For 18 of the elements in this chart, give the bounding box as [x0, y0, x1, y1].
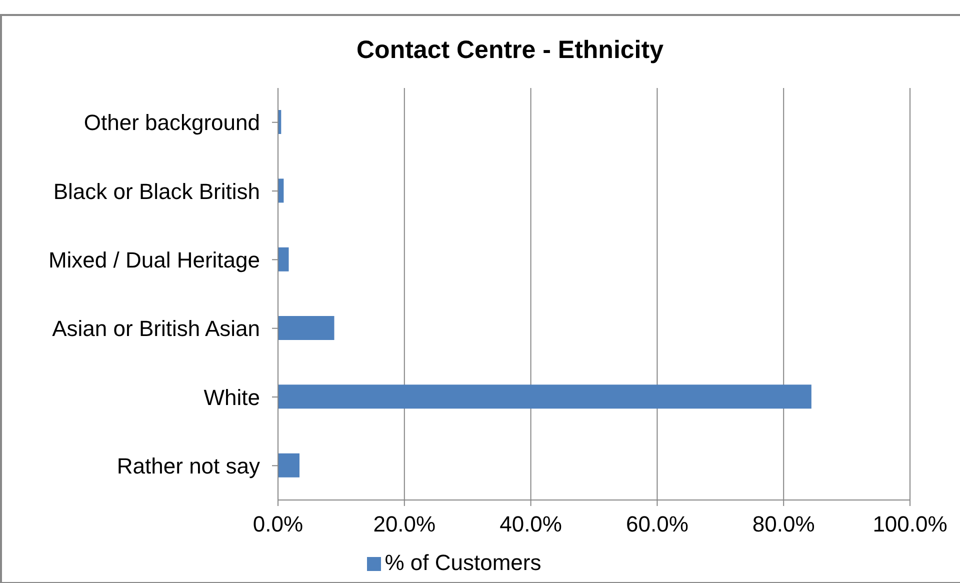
bar: [278, 453, 300, 478]
x-tick-label: 40.0%: [500, 512, 562, 537]
x-tick-label: 80.0%: [752, 512, 815, 537]
x-tick-label: 20.0%: [373, 512, 436, 537]
x-tick-label: 100.0%: [872, 512, 948, 537]
legend-label: % of Customers: [384, 550, 542, 575]
y-tick-label: Black or Black British: [53, 178, 260, 204]
y-tick-label: Other background: [84, 110, 260, 136]
chart-title: Contact Centre - Ethnicity: [356, 36, 664, 65]
y-tick-label: Asian or British Asian: [52, 316, 260, 342]
y-tick-label: Mixed / Dual Heritage: [48, 247, 260, 272]
x-tick-label: 0.0%: [252, 512, 304, 537]
y-tick-label: Rather not say: [116, 453, 260, 478]
bar: [278, 384, 812, 409]
bar: [278, 316, 334, 340]
y-tick-label: White: [204, 384, 260, 410]
bar: [278, 247, 289, 272]
x-tick-label: 60.0%: [626, 512, 688, 537]
